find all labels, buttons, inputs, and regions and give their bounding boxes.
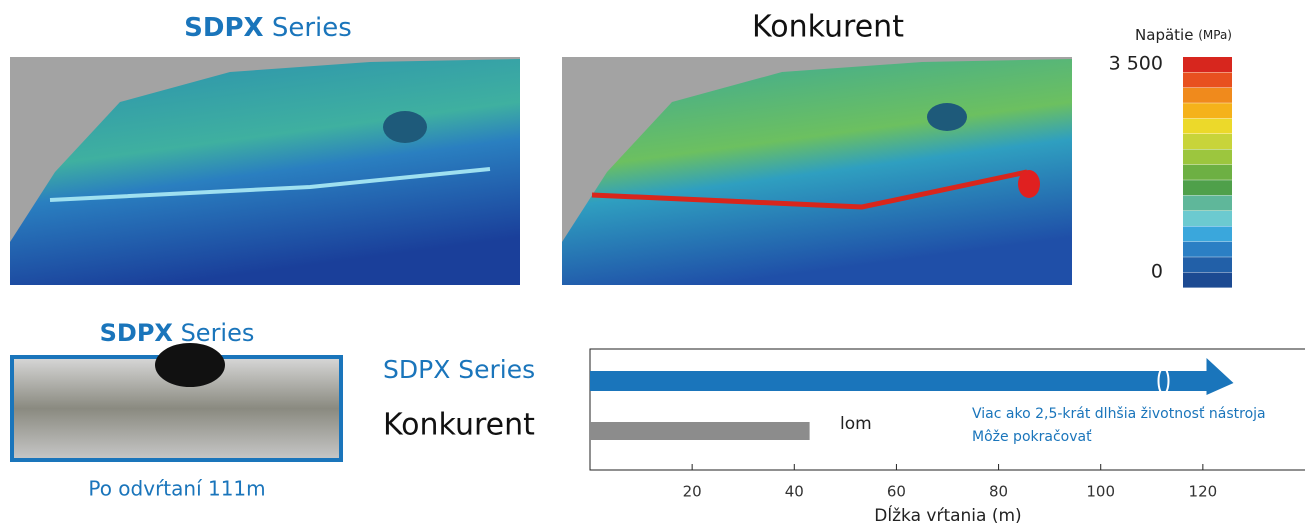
scale-band [1183, 164, 1232, 180]
x-tick-label: 20 [683, 483, 702, 501]
annotation: Môže pokračovať [972, 429, 1092, 445]
color-scale [1183, 57, 1232, 288]
scale-band [1183, 226, 1232, 242]
scale-band [1183, 257, 1232, 273]
scale-band [1183, 57, 1232, 72]
category-label: SDPX Series [383, 355, 535, 384]
x-tick-label: 100 [1086, 483, 1115, 501]
annotation: Viac ako 2,5-krát dlhšia životnosť nástr… [972, 406, 1266, 422]
bar [590, 358, 1234, 395]
scale-band [1183, 72, 1232, 88]
scale-max: 3 500 [1109, 53, 1163, 75]
left-title: SDPX Series [184, 13, 352, 43]
fea-image-competitor [562, 57, 1072, 285]
bar [590, 422, 810, 440]
scale-band [1183, 103, 1232, 119]
category-label: Konkurent [383, 408, 535, 443]
x-tick-label: 40 [785, 483, 804, 501]
photo-caption: Po odvŕtaní 111m [88, 477, 265, 501]
scale-band [1183, 195, 1232, 211]
scale-band [1183, 180, 1232, 196]
x-tick-label: 120 [1189, 483, 1218, 501]
annotation: lom [840, 414, 872, 434]
scale-band [1183, 118, 1232, 134]
x-tick-label: 80 [989, 483, 1008, 501]
photo [10, 355, 343, 462]
photo-detail [155, 343, 225, 387]
scale-title: Napätie (MPa) [1135, 26, 1232, 44]
scale-band [1183, 149, 1232, 165]
scale-band [1183, 241, 1232, 257]
break-mark [1157, 367, 1170, 395]
chart-frame [589, 348, 1305, 471]
scale-band [1183, 211, 1232, 226]
photo-title: SDPX Series [100, 319, 255, 347]
right-title: Konkurent [752, 10, 904, 45]
scale-band [1183, 272, 1232, 288]
fea-image-sdpx [10, 57, 520, 285]
x-axis-label: Dĺžka vŕtania (m) [874, 504, 1021, 526]
scale-band [1183, 87, 1232, 103]
scale-min: 0 [1151, 261, 1163, 283]
x-tick-label: 60 [887, 483, 906, 501]
scale-band [1183, 134, 1232, 149]
